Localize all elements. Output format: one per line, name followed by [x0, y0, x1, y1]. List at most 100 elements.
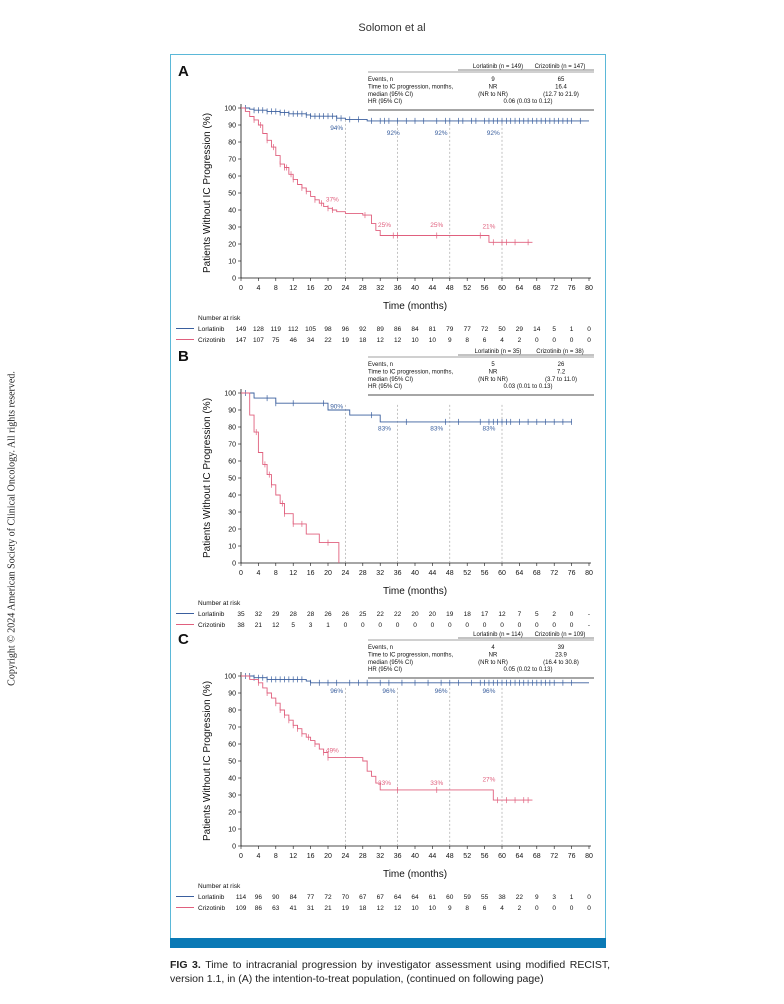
risk-value: 90 — [272, 894, 280, 901]
risk-value: 96 — [342, 326, 350, 333]
risk-value: 98 — [324, 326, 332, 333]
table-value-crizotinib: 65 — [558, 77, 565, 83]
y-axis-title: Patients Without IC Progression (%) — [202, 681, 213, 841]
x-tick-label: 24 — [342, 285, 350, 292]
table-header-crizotinib: Crizotinib (n = 109) — [535, 632, 586, 638]
risk-value: 5 — [552, 326, 556, 333]
risk-value: 59 — [464, 894, 472, 901]
risk-title: Number at risk — [198, 883, 241, 890]
summary-table: Lorlatinib (n = 35) Crizotinib (n = 38) Ev… — [368, 349, 594, 396]
y-tick-label: 30 — [228, 225, 236, 232]
x-tick-label: 48 — [446, 285, 454, 292]
table-row-label: HR (95% CI) — [368, 667, 402, 673]
x-tick-label: 76 — [568, 570, 576, 577]
risk-value: 70 — [342, 894, 350, 901]
x-tick-label: 56 — [481, 285, 489, 292]
x-tick-label: 40 — [411, 285, 419, 292]
x-tick-label: 76 — [568, 285, 576, 292]
landmark-pct-label: 33% — [378, 780, 391, 787]
landmark-pct-label: 96% — [330, 688, 343, 695]
risk-row-label: Crizotinib — [198, 622, 225, 629]
x-tick-label: 28 — [359, 570, 367, 577]
landmark-pct-label: 83% — [430, 425, 443, 432]
risk-value: 105 — [305, 326, 316, 333]
table-value-lorlatinib: NR — [489, 369, 498, 375]
risk-value: 119 — [271, 326, 282, 333]
risk-value: 149 — [236, 326, 247, 333]
risk-value: 0 — [570, 622, 574, 629]
risk-row-label: Crizotinib — [198, 337, 225, 344]
risk-value: 2 — [518, 905, 522, 912]
x-tick-label: 72 — [550, 570, 558, 577]
risk-value: 28 — [290, 611, 298, 618]
panel-a: A Lorlatinib (n = 149) Crizotinib (n = 147… — [176, 63, 594, 344]
x-axis-title: Time (months) — [383, 301, 447, 312]
risk-value: 0 — [570, 905, 574, 912]
risk-value: 29 — [516, 326, 524, 333]
risk-value: 0 — [587, 894, 591, 901]
risk-value: 3 — [552, 894, 556, 901]
risk-value: 18 — [464, 611, 472, 618]
risk-value: 12 — [377, 905, 385, 912]
table-row-label: Time to IC progression, months, — [368, 84, 453, 90]
landmark-pct-label: 92% — [387, 130, 400, 137]
risk-value: 0 — [535, 905, 539, 912]
risk-value: 46 — [290, 337, 298, 344]
x-axis-title: Time (months) — [383, 869, 447, 880]
landmark-pct-label: 96% — [482, 688, 495, 695]
risk-value: 114 — [236, 894, 247, 901]
risk-value: 22 — [516, 894, 524, 901]
table-hr-value: 0.06 (0.03 to 0.12) — [503, 99, 552, 105]
risk-value: 72 — [481, 326, 489, 333]
x-tick-label: 44 — [429, 853, 437, 860]
risk-value: 86 — [255, 905, 263, 912]
y-tick-label: 100 — [224, 674, 236, 681]
risk-value: 10 — [411, 337, 419, 344]
x-tick-label: 28 — [359, 853, 367, 860]
risk-title: Number at risk — [198, 600, 241, 607]
table-hr-value: 0.03 (0.01 to 0.13) — [503, 384, 552, 390]
x-tick-label: 64 — [516, 285, 524, 292]
table-value-lorlatinib: (NR to NR) — [478, 92, 508, 98]
x-tick-label: 12 — [289, 853, 297, 860]
y-tick-label: 40 — [228, 493, 236, 500]
risk-value: 3 — [309, 622, 313, 629]
table-value-lorlatinib: 5 — [491, 362, 495, 368]
risk-value: 92 — [359, 326, 367, 333]
risk-value: 4 — [500, 337, 504, 344]
risk-value: 0 — [535, 622, 539, 629]
risk-value: 18 — [359, 905, 367, 912]
km-curve-crizotinib — [241, 392, 340, 563]
y-tick-label: 20 — [228, 527, 236, 534]
table-header-lorlatinib: Lorlatinib (n = 114) — [473, 632, 523, 638]
x-tick-label: 68 — [533, 853, 541, 860]
x-tick-label: 56 — [481, 853, 489, 860]
risk-value: 75 — [272, 337, 280, 344]
landmark-pct-label: 92% — [435, 130, 448, 137]
summary-table: Lorlatinib (n = 149) Crizotinib (n = 147)… — [368, 64, 594, 111]
landmark-pct-label: 49% — [326, 748, 339, 755]
risk-value: 22 — [377, 611, 385, 618]
risk-value: 7 — [518, 611, 522, 618]
table-value-crizotinib: (16.4 to 30.8) — [543, 660, 579, 666]
risk-value: 0 — [378, 622, 382, 629]
risk-title: Number at risk — [198, 315, 241, 322]
table-row-label: HR (95% CI) — [368, 99, 402, 105]
y-tick-label: 80 — [228, 425, 236, 432]
y-tick-label: 10 — [228, 259, 236, 266]
x-tick-label: 24 — [342, 853, 350, 860]
x-tick-label: 0 — [239, 853, 243, 860]
risk-value: 67 — [359, 894, 367, 901]
risk-value: 1 — [326, 622, 330, 629]
risk-value: 0 — [570, 611, 574, 618]
x-tick-label: 12 — [289, 285, 297, 292]
risk-value: 18 — [359, 337, 367, 344]
table-row-label: Events, n — [368, 362, 393, 368]
risk-value: 20 — [429, 611, 437, 618]
x-tick-label: 80 — [585, 285, 593, 292]
risk-value: 0 — [552, 622, 556, 629]
